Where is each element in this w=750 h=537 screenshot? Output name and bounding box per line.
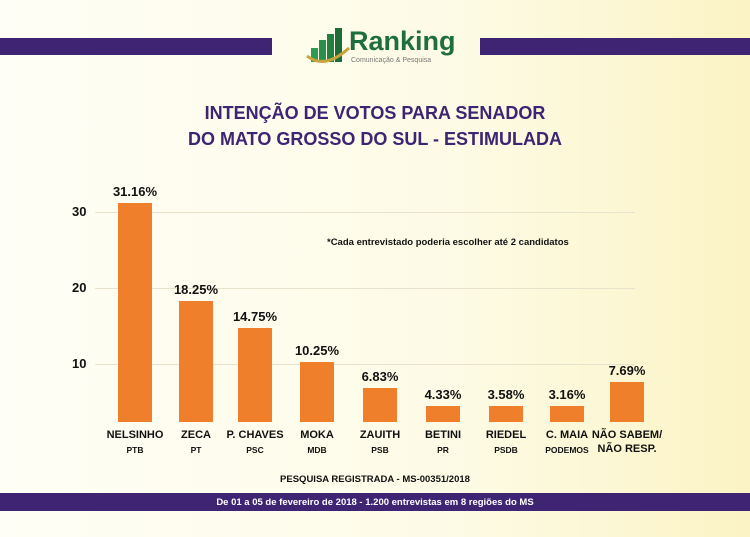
gridline [95,364,635,365]
party-label: PSB [371,445,389,455]
party-label: PSDB [494,445,518,455]
data-label: 3.58% [487,387,525,402]
category-label: C. MAIA [545,429,589,441]
party-label: PR [437,445,449,455]
data-label: 4.33% [424,387,462,402]
logo-text: Ranking [349,26,456,56]
party-label: PTB [126,445,144,455]
category-label: BETINI [424,429,462,441]
y-tick-label: 10 [72,356,87,371]
bar [238,327,272,422]
registration: PESQUISA REGISTRADA - MS-00351/2018 [280,474,470,485]
header-band-left [0,38,272,55]
footer-band [0,493,750,511]
gridline [95,212,635,213]
logo-subtitle: Comunicação & Pesquisa [351,57,432,64]
category-label: P. CHAVES [226,429,284,441]
data-label: 3.16% [548,387,586,402]
y-tick-label: 30 [72,204,87,219]
bar [610,381,644,422]
bar [426,406,460,422]
data-label: 14.75% [232,308,278,324]
y-tick-label: 20 [72,280,87,295]
data-label: 6.83% [361,369,399,385]
party-label: MDB [307,445,327,455]
category-label: ZECA [181,429,211,441]
chart-title: INTENÇÃO DE VOTOS PARA SENADOR DO MATO G… [0,100,750,152]
gridline [95,288,635,289]
title-line-1: INTENÇÃO DE VOTOS PARA SENADOR [204,103,546,123]
bar [489,406,523,422]
category-label: RIEDEL [485,429,527,441]
data-label: 18.25% [173,282,219,298]
party-label: PT [190,445,202,455]
bar [363,388,397,422]
bar [179,301,213,422]
party-label: PSC [246,445,264,455]
party-label: NÃO RESP. [597,443,657,455]
bar [300,362,334,422]
category-label: ZAUITH [359,429,401,441]
party-label: PODEMOS [545,445,589,455]
logo: Ranking Comunicação & Pesquisa [305,26,456,68]
logo-bars-icon [306,28,350,63]
category-label: MOKA [300,429,334,441]
bar [550,406,584,422]
note: *Cada entrevistado poderia escolher até … [327,237,569,248]
data-label: 10.25% [294,343,340,359]
data-label: 7.69% [608,362,646,378]
bar [118,203,152,422]
title-line-2: DO MATO GROSSO DO SUL - ESTIMULADA [187,129,562,149]
footer-text: De 01 a 05 de fevereiro de 2018 - 1.200 … [216,497,534,508]
header-band-right [480,38,750,55]
category-label: NÃO SABEM/ [591,429,663,441]
data-label: 31.16% [112,184,158,200]
category-label: NELSINHO [106,429,164,441]
